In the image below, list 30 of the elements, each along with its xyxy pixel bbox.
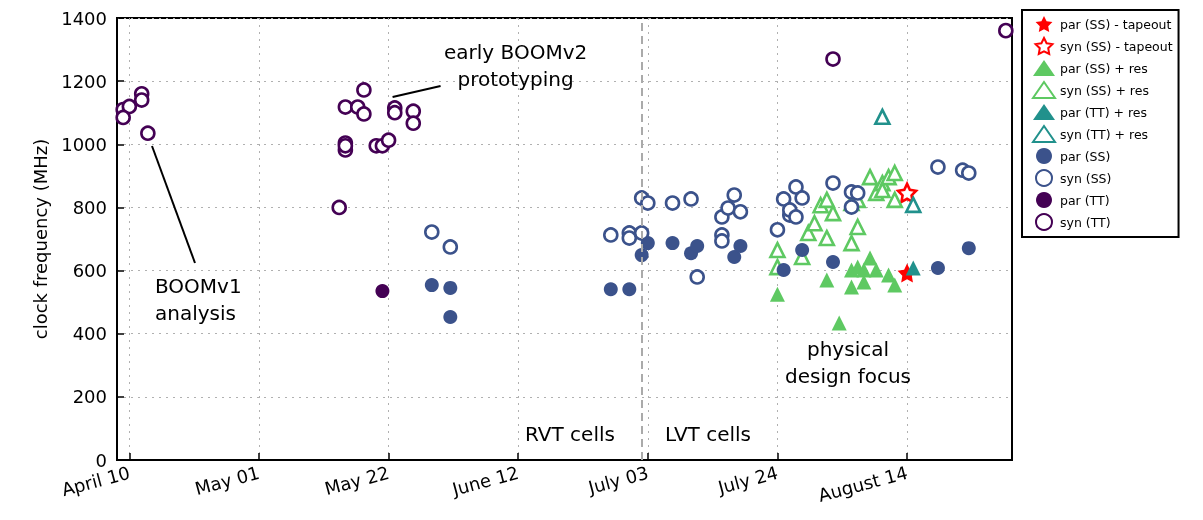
annotation: LVT cells xyxy=(664,421,752,446)
legend-label: syn (TT) + res xyxy=(1060,126,1149,142)
x-tick-label: May 22 xyxy=(322,461,392,500)
legend-label: par (SS) + res xyxy=(1060,60,1148,76)
legend-label: syn (SS) + res xyxy=(1060,82,1149,98)
y-tick-label: 1400 xyxy=(61,7,107,29)
y-axis-title: clock frequency (MHz) xyxy=(29,138,51,340)
x-tick-label: August 14 xyxy=(815,461,910,506)
legend-label: par (SS) xyxy=(1060,148,1111,164)
y-tick-label: 1000 xyxy=(61,133,107,155)
legend-label: par (TT) + res xyxy=(1060,104,1147,120)
y-tick-label: 600 xyxy=(72,260,107,282)
y-tick-label: 1200 xyxy=(61,70,107,92)
annotation: RVT cells xyxy=(525,421,615,446)
annotation: BOOMv1 analysis xyxy=(155,273,242,325)
annotation: early BOOMv2 prototyping xyxy=(443,39,588,91)
y-tick-label: 200 xyxy=(72,386,107,408)
legend-label: syn (TT) xyxy=(1060,214,1111,230)
x-tick-label: July 24 xyxy=(714,461,781,499)
x-tick-label: July 03 xyxy=(585,461,651,499)
annotation: physical design focus xyxy=(784,336,912,388)
x-tick-label: May 01 xyxy=(192,461,262,500)
y-tick-label: 800 xyxy=(72,196,107,218)
legend-label: syn (SS) - tapeout xyxy=(1060,38,1173,54)
legend-label: syn (SS) xyxy=(1060,170,1112,186)
legend-label: par (TT) xyxy=(1060,192,1110,208)
y-tick-label: 400 xyxy=(72,323,107,345)
x-tick-label: June 12 xyxy=(449,461,521,500)
legend-label: par (SS) - tapeout xyxy=(1060,16,1172,32)
y-tick-label: 0 xyxy=(95,449,107,471)
